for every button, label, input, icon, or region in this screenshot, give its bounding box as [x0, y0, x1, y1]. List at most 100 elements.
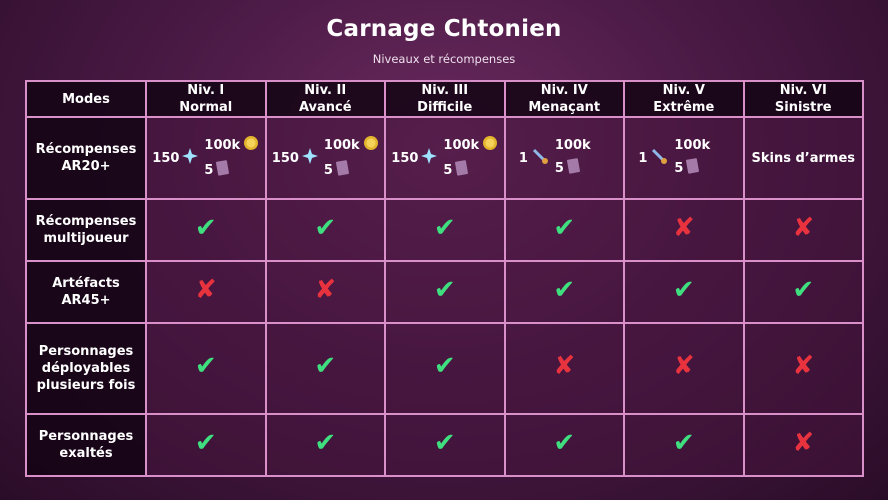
label-line: Difficile [417, 100, 473, 115]
check-icon: ✔ [433, 274, 456, 305]
check-icon: ✔ [194, 427, 217, 458]
value-cell: ✔ [384, 198, 506, 263]
label-line: plusieurs fois [36, 378, 136, 394]
cross-icon: ✘ [553, 351, 576, 382]
label-line: déployables [41, 361, 131, 377]
value-cell: ✔ [623, 413, 745, 477]
row-label: Artéfacts AR45+ [25, 260, 147, 325]
reward-amount: 1 [518, 150, 528, 166]
value-cell: ✘ [742, 322, 864, 416]
book-amount: 5 [554, 161, 564, 177]
value-cell: ✔ [623, 260, 745, 325]
value-cell: ✘ [623, 198, 745, 263]
check-icon: ✔ [553, 427, 576, 458]
row-label: Récompenses AR20+ [25, 115, 147, 201]
row-label: Personnages déployables plusieurs fois [25, 322, 147, 416]
primogem-icon [421, 147, 438, 169]
check-icon: ✔ [433, 427, 456, 458]
primogem-icon [301, 147, 318, 169]
value-cell: ✔ [264, 413, 386, 477]
label-line: Extrême [653, 100, 715, 115]
check-icon: ✔ [792, 274, 815, 305]
reward-text: Skins d’armes [751, 150, 855, 166]
reward-amount: 1 [638, 150, 648, 166]
table-row: Récompenses multijoueur ✔ ✔ ✔ ✔ ✘ ✘ [25, 198, 864, 263]
value-cell: ✔ [503, 260, 625, 325]
label-line: Sinistre [774, 100, 832, 115]
reward-cell: 150 100k 5 [264, 115, 386, 201]
weapon-icon [531, 147, 549, 170]
label-line: Avancé [298, 100, 352, 115]
value-cell: ✔ [384, 322, 506, 416]
header-modes: Modes [25, 80, 147, 118]
cross-icon: ✘ [314, 274, 337, 305]
mora-amount: 100k [674, 138, 711, 154]
weapon-icon [650, 147, 668, 170]
label-line: Niv. VI [779, 83, 827, 98]
header-level-1: Niv. I Normal [145, 80, 267, 118]
table-row: Personnages exaltés ✔ ✔ ✔ ✔ ✔ ✘ [25, 413, 864, 477]
value-cell: ✘ [742, 413, 864, 477]
row-label: Personnages exaltés [25, 413, 147, 477]
check-icon: ✔ [314, 427, 337, 458]
label-line: Artéfacts [52, 276, 120, 292]
check-icon: ✔ [433, 351, 456, 382]
label-line: Niv. III [421, 83, 469, 98]
table-row: Personnages déployables plusieurs fois ✔ ✔ ✔ ✘… [25, 322, 864, 416]
book-icon [216, 160, 230, 181]
header-label: Modes [62, 91, 110, 107]
check-icon: ✔ [672, 274, 695, 305]
header-level-6: Niv. VI Sinistre [742, 80, 864, 118]
value-cell: ✘ [264, 260, 386, 325]
value-cell: ✔ [503, 413, 625, 477]
label-line: multijoueur [43, 231, 129, 247]
label-line: AR45+ [61, 293, 111, 309]
cross-icon: ✘ [672, 351, 695, 382]
primogem-icon [182, 147, 199, 169]
value-cell: ✔ [503, 198, 625, 263]
reward-cell: 1 100k 5 [503, 115, 625, 201]
check-icon: ✔ [314, 351, 337, 382]
check-icon: ✔ [314, 212, 337, 243]
page-title: Carnage Chtonien [326, 16, 562, 42]
book-icon [455, 160, 469, 181]
reward-cell: 150 100k 5 [384, 115, 506, 201]
header-level-5: Niv. V Extrême [623, 80, 745, 118]
value-cell: ✔ [145, 198, 267, 263]
label-line: Personnages [38, 429, 134, 445]
reward-amount: 150 [152, 150, 180, 166]
row-label: Récompenses multijoueur [25, 198, 147, 263]
cross-icon: ✘ [792, 427, 815, 458]
value-cell: ✔ [145, 413, 267, 477]
reward-cell: Skins d’armes [742, 115, 864, 201]
label-line: Normal [179, 100, 233, 115]
reward-amount: 150 [271, 150, 299, 166]
value-cell: ✘ [623, 322, 745, 416]
mora-amount: 100k [323, 138, 360, 154]
cross-icon: ✘ [792, 212, 815, 243]
header-level-4: Niv. IV Menaçant [503, 80, 625, 118]
value-cell: ✘ [503, 322, 625, 416]
cross-icon: ✘ [194, 274, 217, 305]
label-line: Personnages [38, 344, 134, 360]
page-subtitle: Niveaux et récompenses [372, 52, 516, 66]
label-line: exaltés [59, 446, 113, 462]
rewards-table: Modes Niv. I Normal Niv. II Avancé Niv. III Di… [25, 80, 864, 477]
value-cell: ✔ [264, 322, 386, 416]
check-icon: ✔ [553, 212, 576, 243]
label-line: Menaçant [528, 100, 601, 115]
label-line: Récompenses [35, 214, 137, 230]
label-line: Niv. V [662, 83, 705, 98]
reward-amount: 150 [391, 150, 419, 166]
book-amount: 5 [323, 163, 333, 179]
value-cell: ✔ [384, 260, 506, 325]
header-level-2: Niv. II Avancé [264, 80, 386, 118]
book-amount: 5 [204, 163, 214, 179]
book-amount: 5 [674, 161, 684, 177]
mora-amount: 100k [554, 138, 591, 154]
reward-cell: 150 100k 5 [145, 115, 267, 201]
book-icon [686, 158, 700, 179]
check-icon: ✔ [194, 351, 217, 382]
table-row: Artéfacts AR45+ ✘ ✘ ✔ ✔ ✔ ✔ [25, 260, 864, 325]
label-line: AR20+ [61, 159, 111, 175]
